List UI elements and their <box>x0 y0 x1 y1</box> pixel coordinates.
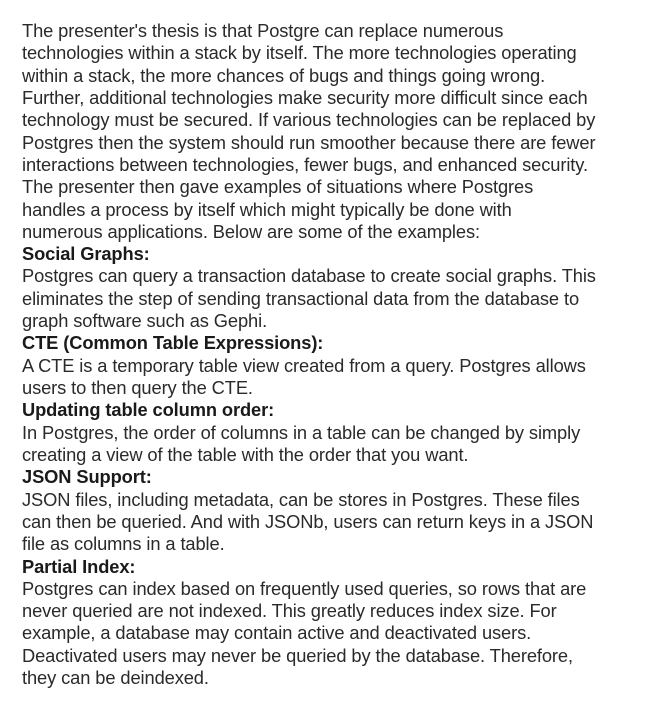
heading-social-graphs: Social Graphs: <box>22 243 597 265</box>
body-json-support: JSON files, including metadata, can be s… <box>22 489 597 556</box>
heading-json-support: JSON Support: <box>22 466 597 488</box>
intro-paragraph-2: The presenter then gave examples of situ… <box>22 176 597 243</box>
body-cte: A CTE is a temporary table view created … <box>22 355 597 400</box>
body-partial-index: Postgres can index based on frequently u… <box>22 578 597 690</box>
document-body: The presenter's thesis is that Postgre c… <box>22 20 597 689</box>
body-column-order: In Postgres, the order of columns in a t… <box>22 422 597 467</box>
heading-cte: CTE (Common Table Expressions): <box>22 332 597 354</box>
heading-column-order: Updating table column order: <box>22 399 597 421</box>
intro-paragraph-1: The presenter's thesis is that Postgre c… <box>22 20 597 176</box>
body-social-graphs: Postgres can query a transaction databas… <box>22 265 597 332</box>
heading-partial-index: Partial Index: <box>22 556 597 578</box>
